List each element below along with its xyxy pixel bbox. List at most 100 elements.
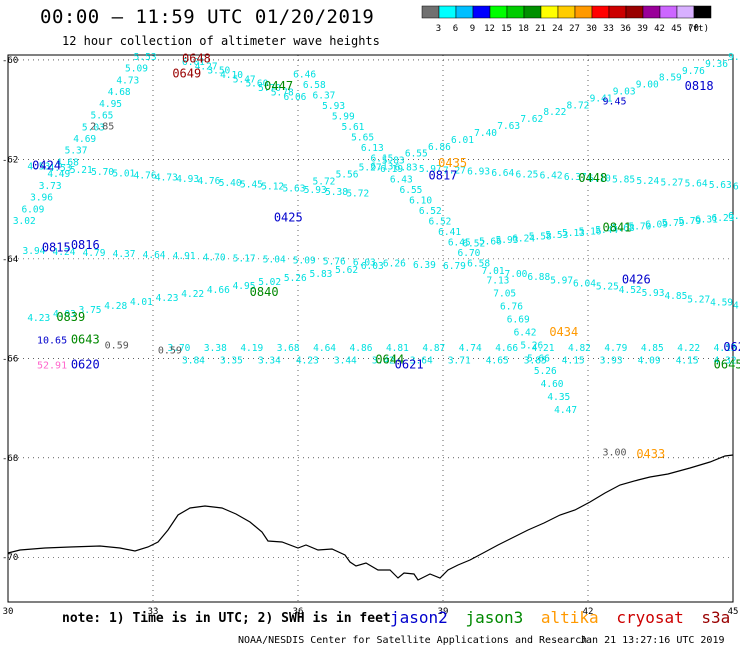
- swh-value-label: 6.55: [400, 185, 423, 196]
- pass-time-label: 0622: [723, 340, 740, 354]
- swh-value-label: 5.24: [636, 176, 659, 187]
- special-value-label: 0.59: [158, 345, 182, 356]
- swh-value-label: 8.59: [659, 73, 682, 84]
- swh-value-label: 4.53: [27, 161, 50, 172]
- swh-value-label: 6.15: [371, 153, 394, 164]
- swh-value-label: 5.66: [527, 353, 550, 364]
- swh-value-label: 5.65: [351, 132, 374, 143]
- swh-value-label: 5.16: [579, 226, 602, 237]
- swh-value-label: 4.23: [156, 293, 179, 304]
- swh-value-label: 5.83: [382, 156, 405, 167]
- swh-value-label: 6.69: [507, 315, 530, 326]
- swh-value-label: 5.83: [310, 269, 333, 280]
- swh-value-label: 9.00: [636, 80, 659, 91]
- swh-value-label: 4.10: [220, 70, 243, 81]
- pass-time-label: 0435: [438, 156, 467, 170]
- swh-value-label: 3.96: [30, 193, 53, 204]
- swh-value-label: 5.27: [687, 294, 710, 305]
- pass-time-label: 0840: [250, 285, 279, 299]
- colorbar-tick-label: 36: [620, 24, 631, 34]
- legend-cryosat: cryosat: [616, 608, 684, 627]
- satellite-legend: jason2 jason3 altika cryosat s3a: [390, 608, 738, 627]
- swh-value-label: 3.71: [448, 355, 471, 366]
- legend-jason3: jason3: [465, 608, 524, 627]
- swh-value-label: 4.68: [108, 87, 131, 98]
- pass-time-label: 0644: [375, 352, 404, 366]
- swh-value-label: 4.86: [350, 343, 373, 354]
- swh-value-label: 7.63: [497, 121, 520, 132]
- longitude-tick-label: 45: [728, 607, 739, 617]
- pass-time-label: 0815: [42, 240, 71, 254]
- swh-value-label: 6.55: [405, 149, 428, 160]
- special-value-label: 3.00: [603, 447, 627, 458]
- pass-time-label: 0426: [622, 273, 651, 287]
- swh-value-label: 4.52: [619, 285, 642, 296]
- swh-value-label: 4.19: [240, 343, 263, 354]
- swh-value-label: 4.22: [181, 289, 204, 300]
- swh-value-label: 5.60: [245, 79, 268, 90]
- swh-value-label: 4.80: [733, 301, 740, 312]
- swh-value-label: 7.40: [474, 128, 497, 139]
- colorbar-tick-label: 30: [586, 24, 597, 34]
- swh-value-label: 4.53: [49, 163, 72, 174]
- longitude-tick-label: 42: [583, 607, 594, 617]
- swh-value-label: 4.21: [532, 343, 555, 354]
- special-value-label: 2.85: [90, 122, 114, 133]
- swh-value-label: 5.26: [534, 366, 557, 377]
- pass-time-label: 0648: [182, 51, 211, 65]
- swh-value-label: 6.25: [516, 169, 539, 180]
- swh-value-label: 6.13: [371, 161, 394, 172]
- pass-time-label: 0621: [395, 357, 424, 371]
- colorbar-tick-label: 21: [535, 24, 546, 34]
- swh-value-label: 5.85: [612, 175, 635, 186]
- colorbar-tick-label: 6: [453, 24, 458, 34]
- swh-value-label: 4.49: [47, 169, 70, 180]
- swh-value-label: 4.66: [207, 285, 230, 296]
- swh-value-label: 4.23: [296, 355, 319, 366]
- swh-value-label: 5.38: [325, 187, 348, 198]
- colorbar-tick-label: 42: [654, 24, 665, 34]
- colorbar-tick-label: 3: [436, 24, 441, 34]
- pass-time-label: 0448: [578, 171, 607, 185]
- swh-value-label: 6.01: [182, 57, 205, 68]
- swh-value-label: 3.85: [524, 355, 547, 366]
- swh-value-label: 5.93: [322, 101, 345, 112]
- latitude-tick-label: -66: [2, 354, 18, 364]
- pass-time-label: 0434: [549, 325, 578, 339]
- pass-time-label: 0816: [71, 238, 100, 252]
- pass-time-label: 0425: [274, 211, 303, 225]
- swh-value-label: 6.39: [413, 260, 436, 271]
- swh-value-label: 4.93: [176, 174, 199, 185]
- colorbar-tick-label: 27: [569, 24, 580, 34]
- swh-value-label: 5.37: [65, 146, 88, 157]
- swh-value-label: 5.72: [346, 189, 369, 200]
- swh-value-label: 4.73: [155, 172, 178, 183]
- page-title: 00:00 – 11:59 UTC 01/20/2019: [40, 6, 375, 28]
- swh-value-label: 4.27: [195, 61, 218, 72]
- swh-value-label: 4.91: [173, 251, 196, 262]
- pass-time-label: 0649: [172, 66, 201, 80]
- credit-line: NOAA/NESDIS Center for Satellite Applica…: [238, 635, 588, 646]
- swh-value-label: 7.62: [520, 114, 543, 125]
- legend-jason2: jason2: [390, 608, 448, 627]
- swh-value-label: 6.01: [451, 135, 474, 146]
- special-value-label: 9.45: [603, 97, 627, 108]
- swh-value-label: 4.82: [568, 343, 591, 354]
- swh-value-label: 5.53: [545, 230, 568, 241]
- swh-value-label: 4.32: [714, 355, 737, 366]
- swh-value-label: 5.45: [240, 180, 263, 191]
- swh-value-label: 8.72: [567, 100, 590, 111]
- swh-value-label: 4.85: [641, 343, 664, 354]
- swh-value-label: 6.26: [383, 259, 406, 270]
- pass-time-label: 0433: [636, 447, 665, 461]
- colorbar-tick-label: 24: [552, 24, 563, 34]
- swh-value-label: 6.43: [390, 174, 413, 185]
- swh-value-label: 5.58: [529, 232, 552, 243]
- pass-time-label: 0841: [603, 221, 632, 235]
- special-value-label: 52.91: [37, 360, 67, 371]
- swh-value-label: 7.05: [493, 289, 516, 300]
- swh-value-label: 6.88: [527, 272, 550, 283]
- page-subtitle: 12 hour collection of altimeter wave hei…: [62, 34, 380, 48]
- swh-value-label: 6.09: [21, 204, 44, 215]
- swh-value-label: 9.76: [682, 66, 705, 77]
